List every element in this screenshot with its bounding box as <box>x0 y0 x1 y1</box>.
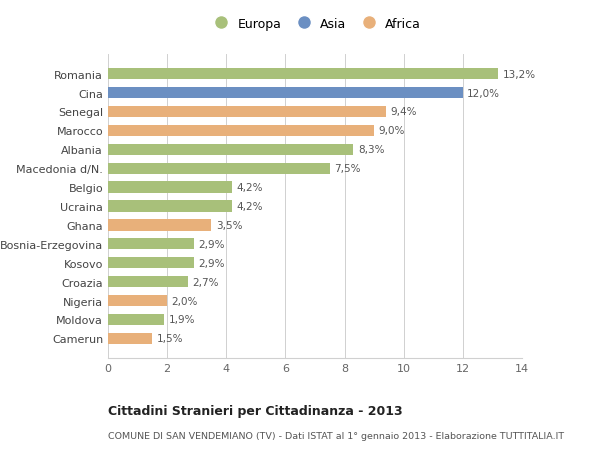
Bar <box>108 125 374 137</box>
Bar <box>108 106 386 118</box>
Bar <box>108 314 164 325</box>
Bar <box>108 239 194 250</box>
Text: 2,7%: 2,7% <box>192 277 219 287</box>
Text: 1,9%: 1,9% <box>169 315 195 325</box>
Text: 2,0%: 2,0% <box>172 296 198 306</box>
Text: 4,2%: 4,2% <box>236 183 263 193</box>
Legend: Europa, Asia, Africa: Europa, Asia, Africa <box>204 13 426 36</box>
Text: Cittadini Stranieri per Cittadinanza - 2013: Cittadini Stranieri per Cittadinanza - 2… <box>108 404 403 417</box>
Text: 13,2%: 13,2% <box>503 69 536 79</box>
Text: 3,5%: 3,5% <box>216 220 242 230</box>
Bar <box>108 333 152 344</box>
Text: COMUNE DI SAN VENDEMIANO (TV) - Dati ISTAT al 1° gennaio 2013 - Elaborazione TUT: COMUNE DI SAN VENDEMIANO (TV) - Dati IST… <box>108 431 564 441</box>
Text: 4,2%: 4,2% <box>236 202 263 212</box>
Bar <box>108 220 211 231</box>
Bar <box>108 88 463 99</box>
Text: 9,0%: 9,0% <box>379 126 405 136</box>
Bar <box>108 276 188 288</box>
Text: 8,3%: 8,3% <box>358 145 385 155</box>
Text: 9,4%: 9,4% <box>391 107 417 117</box>
Bar <box>108 201 232 212</box>
Text: 12,0%: 12,0% <box>467 89 500 98</box>
Text: 2,9%: 2,9% <box>198 239 224 249</box>
Bar <box>108 295 167 307</box>
Bar <box>108 182 232 193</box>
Text: 2,9%: 2,9% <box>198 258 224 268</box>
Text: 7,5%: 7,5% <box>334 164 361 174</box>
Bar <box>108 163 330 174</box>
Text: 1,5%: 1,5% <box>157 334 183 344</box>
Bar <box>108 257 194 269</box>
Bar <box>108 69 499 80</box>
Bar <box>108 144 353 156</box>
